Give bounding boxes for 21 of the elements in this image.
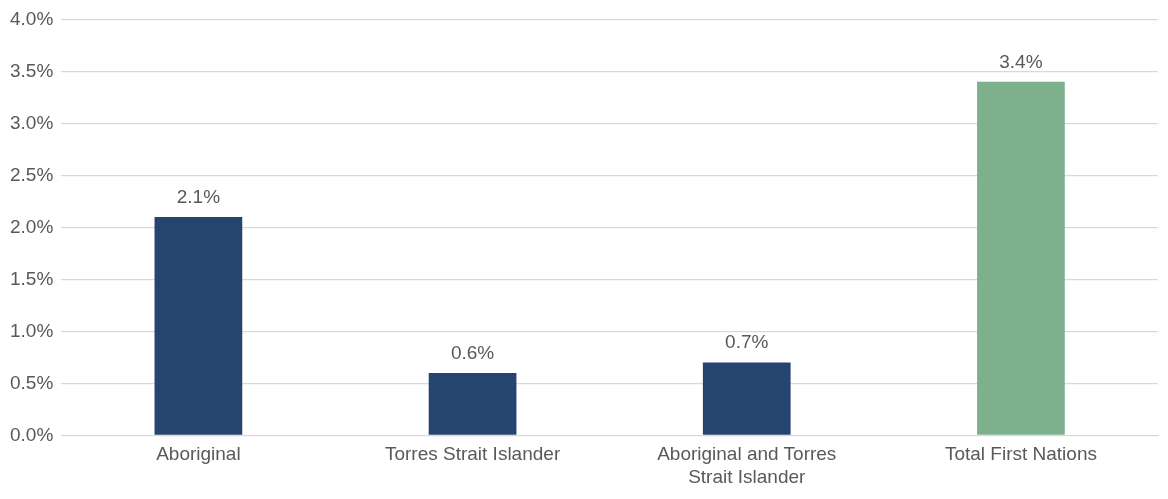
y-tick-label: 4.0% xyxy=(9,7,54,29)
y-tick-label: 2.0% xyxy=(9,215,54,237)
bar xyxy=(428,373,517,435)
y-tick-label: 0.5% xyxy=(9,371,54,393)
data-label: 0.7% xyxy=(725,331,769,353)
data-label: 3.4% xyxy=(999,50,1043,72)
x-tick-label: Total First Nations xyxy=(944,443,1097,465)
y-tick-label: 0.0% xyxy=(9,423,54,445)
bar xyxy=(702,362,791,435)
x-tick-label: Aboriginal and Torres Strait Islander xyxy=(657,443,837,487)
y-tick-label: 1.5% xyxy=(9,267,54,289)
bar xyxy=(977,81,1065,435)
data-label: 0.6% xyxy=(450,341,495,363)
y-tick-label: 1.0% xyxy=(9,319,54,341)
bar xyxy=(154,217,243,435)
x-tick-label: Aboriginal xyxy=(156,443,241,465)
y-tick-label: 2.5% xyxy=(9,163,54,185)
y-tick-label: 3.5% xyxy=(9,59,54,81)
data-label: 2.1% xyxy=(176,185,221,207)
y-tick-label: 3.0% xyxy=(9,111,54,133)
x-tick-label: Torres Strait Islander xyxy=(384,443,561,465)
